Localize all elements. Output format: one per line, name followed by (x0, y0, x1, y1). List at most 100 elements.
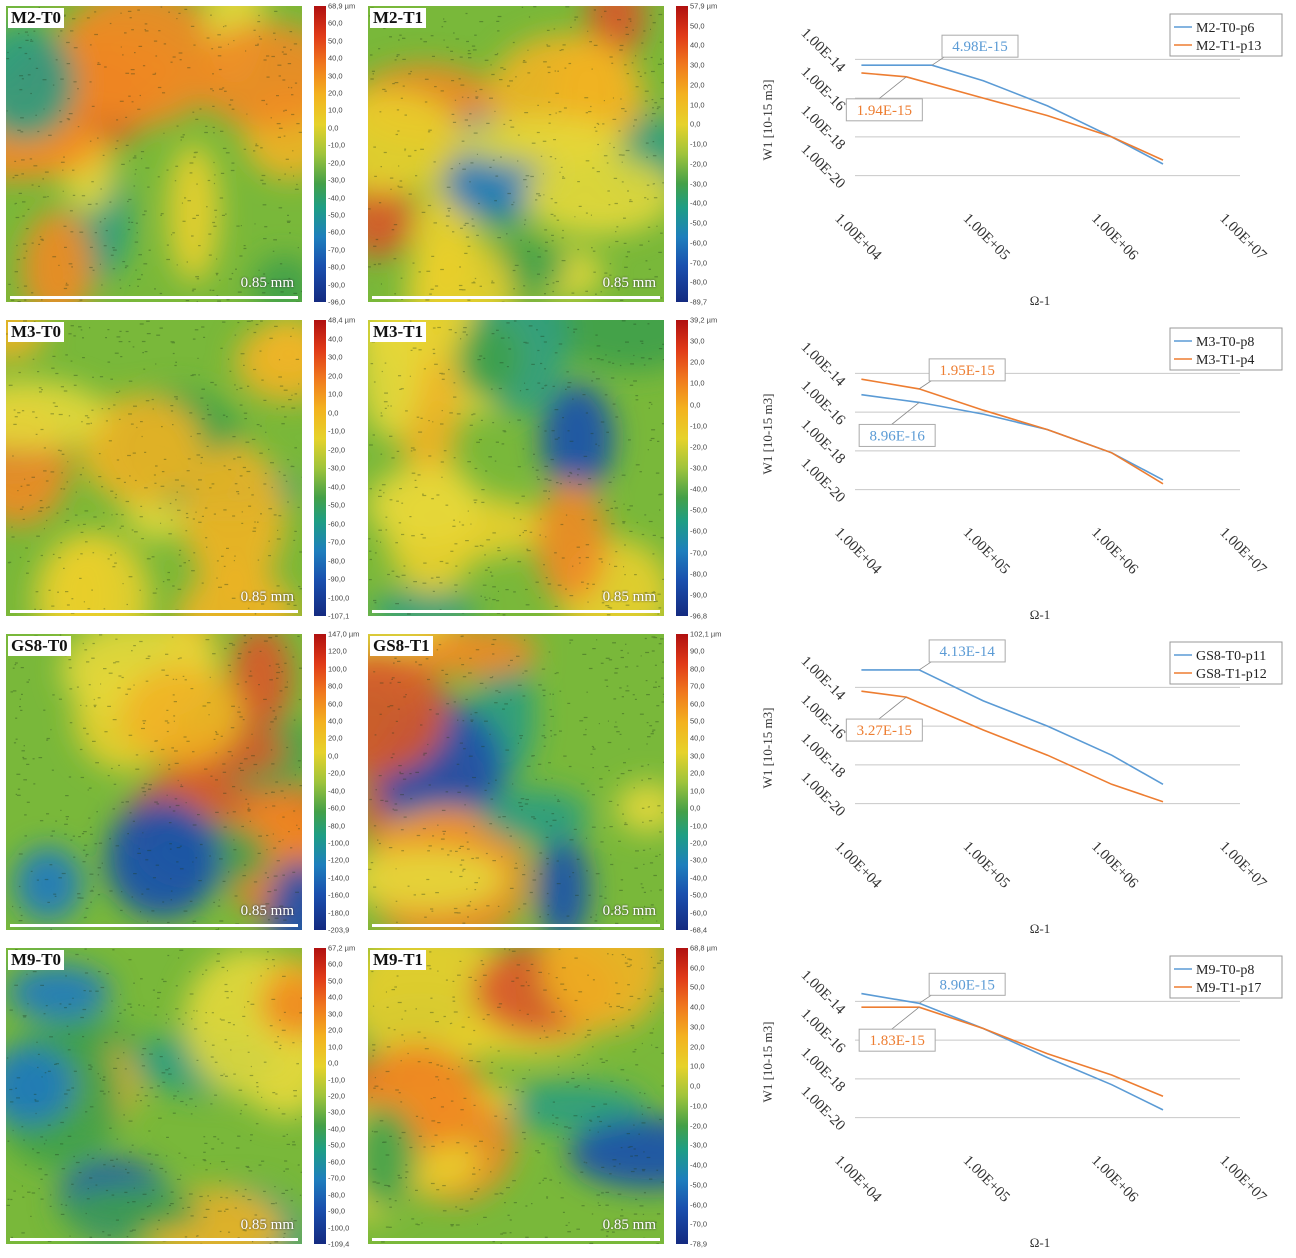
surface-map-t0: M9-T0 0.85 mm (6, 948, 302, 1244)
colorbar-tick-label: 50,0 (328, 36, 343, 46)
sample-label: M3-T0 (8, 322, 65, 342)
scale-label: 0.85 mm (240, 275, 294, 291)
x-tick-label: 1.00E+04 (831, 1153, 884, 1206)
height-texture (368, 634, 664, 930)
colorbar-tick-label: 10,0 (328, 1042, 343, 1052)
x-tick-label: 1.00E+06 (1088, 525, 1141, 578)
colorbar-ticks: 57,9 µm 50,0 40,0 30,0 20,0 10,0 0,0 -10,0 -20,0… (690, 2, 734, 307)
annotation-box (858, 1028, 936, 1052)
colorbar-tick-label: 30,0 (690, 336, 705, 346)
roughness-chart: 1.00E-14 1.00E-16 1.00E-18 1.00E-20 1.00E+04… (750, 628, 1296, 942)
colorbar-tick-label: 80,0 (328, 681, 343, 691)
colorbar-tick-label: -50,0 (328, 210, 346, 220)
colorbar-tick-label: -96,0 (328, 297, 346, 307)
colorbar-tick-label: -120,0 (328, 855, 350, 865)
colorbar-tick-label: -40,0 (328, 482, 346, 491)
colorbar-tick-label: 0,0 (690, 119, 701, 129)
colorbar-tick-label: -50,0 (328, 500, 346, 510)
colorbar-tick-label: 90,0 (690, 646, 705, 656)
series-line-0 (861, 992, 1164, 1111)
series-line-1 (861, 378, 1164, 485)
surface-map-t0: M3-T0 0.85 mm (6, 320, 302, 616)
colorbar-tick-label: 10,0 (690, 1061, 705, 1071)
colorbar-tick-label: -90,0 (328, 1206, 346, 1216)
colorbar-tick-label: 30,0 (690, 1022, 705, 1032)
annotation-text: 4.98E-15 (952, 39, 1007, 55)
x-tick-label: 1.00E+07 (1216, 1153, 1269, 1206)
colorbar-tick-label: 0,0 (328, 1058, 339, 1068)
annotation-text: 8.96E-16 (869, 428, 925, 444)
colorbar-tick-label: -100,0 (328, 838, 350, 848)
annotation-box (928, 972, 1006, 996)
sample-label: M9-T1 (370, 950, 427, 970)
surface-map-t1: GS8-T1 0.85 mm (368, 634, 664, 930)
colorbar-tick-label: 40,0 (690, 40, 705, 50)
colorbar-ticks: 48,4 µm 40,0 30,0 20,0 10,0 0,0 -10,0 -20,0 -30,… (328, 316, 372, 621)
x-tick-label: 1.00E+07 (1216, 211, 1269, 264)
roughness-chart: 1.00E-14 1.00E-16 1.00E-18 1.00E-20 1.00E+04… (750, 942, 1296, 1256)
annotation-box (845, 98, 923, 122)
surface-map-t1: M9-T1 0.85 mm (368, 948, 664, 1244)
legend-box (1169, 327, 1283, 371)
x-axis-label: Ω-1 (1030, 293, 1051, 308)
colorbar-tick-label: -10,0 (328, 140, 346, 150)
colorbar-tick-label: -20,0 (690, 442, 708, 452)
colorbar-tick-label: -68,4 (690, 925, 708, 935)
colorbar-tick-label: 30,0 (328, 71, 343, 81)
colorbar-tick-label: -60,0 (690, 1200, 708, 1210)
colorbar-tick-label: -80,0 (328, 556, 346, 565)
annotation-text: 8.90E-15 (939, 977, 994, 993)
colorbar-ticks: 102,1 µm 90,0 80,0 70,0 60,0 50,0 40,0 30,0 20,0… (690, 630, 734, 935)
colorbar-tick-label: -80,0 (690, 277, 708, 287)
colorbar-tick-label: 40,0 (328, 992, 343, 1002)
colorbar-tick-label: 68,8 µm (690, 943, 718, 953)
colorbar-tick-label: -90,0 (328, 574, 346, 584)
x-tick-label: 1.00E+04 (831, 211, 884, 264)
series-line-0 (861, 669, 1164, 785)
colorbar-tick-label: -30,0 (328, 175, 346, 185)
height-texture (6, 6, 302, 302)
colorbar-tick-label: 50,0 (690, 21, 705, 31)
surface-map-t1: M2-T1 0.85 mm (368, 6, 664, 302)
colorbar-tick-label: -100,0 (328, 1223, 350, 1233)
colorbar-tick-label: -50,0 (690, 218, 708, 228)
x-tick-label: 1.00E+05 (960, 839, 1013, 892)
colorbar-tick-label: -20,0 (690, 838, 708, 848)
scale-label: 0.85 mm (602, 275, 656, 291)
scale-label: 0.85 mm (240, 903, 294, 919)
x-tick-label: 1.00E+05 (960, 525, 1013, 578)
height-texture (6, 634, 302, 930)
x-tick-label: 1.00E+06 (1088, 839, 1141, 892)
colorbar-tick-label: -70,0 (690, 548, 708, 558)
colorbar-ticks: 39,2 µm 30,0 20,0 10,0 0,0 -10,0 -20,0 -30,0 -40… (690, 316, 734, 621)
colorbar-tick-label: 102,1 µm (690, 629, 722, 639)
scale-bar (372, 1238, 660, 1241)
colorbar-tick-label: 20,0 (328, 1025, 343, 1035)
x-tick-label: 1.00E+07 (1216, 525, 1269, 578)
colorbar-tick-label: 20,0 (690, 1042, 705, 1052)
colorbar-tick-label: -100,0 (328, 593, 350, 602)
colorbar-tick-label: 120,0 (328, 646, 347, 656)
legend-box (1169, 641, 1283, 685)
colorbar-tick-label: 10,0 (328, 389, 343, 399)
colorbar-tick-label: -78,9 (690, 1239, 708, 1249)
annotation-box (928, 639, 1006, 663)
colorbar-tick-label: -96,8 (690, 611, 708, 621)
x-axis-label: Ω-1 (1030, 1235, 1051, 1250)
scale-bar (372, 610, 660, 613)
scale-label: 0.85 mm (240, 589, 294, 605)
colorbar-tick-label: 20,0 (690, 768, 705, 778)
colorbar-tick-label: 100,0 (328, 664, 347, 674)
colorbar-tick-label: 10,0 (690, 378, 705, 388)
roughness-chart: 1.00E-14 1.00E-16 1.00E-18 1.00E-20 1.00E+04… (750, 0, 1296, 314)
x-tick-label: 1.00E+05 (960, 211, 1013, 264)
colorbar-tick-label: -203,9 (328, 925, 350, 935)
colorbar-tick-label: -80,0 (328, 821, 346, 831)
colorbar-tick-label: -10,0 (690, 421, 708, 431)
x-tick-label: 1.00E+04 (831, 525, 884, 578)
colorbar-tick-label: 68,9 µm (328, 1, 356, 11)
y-axis-label: W1 [10-15 m3] (760, 80, 775, 161)
colorbar (676, 948, 688, 1244)
colorbar-tick-label: 50,0 (690, 716, 705, 726)
colorbar (314, 6, 326, 302)
